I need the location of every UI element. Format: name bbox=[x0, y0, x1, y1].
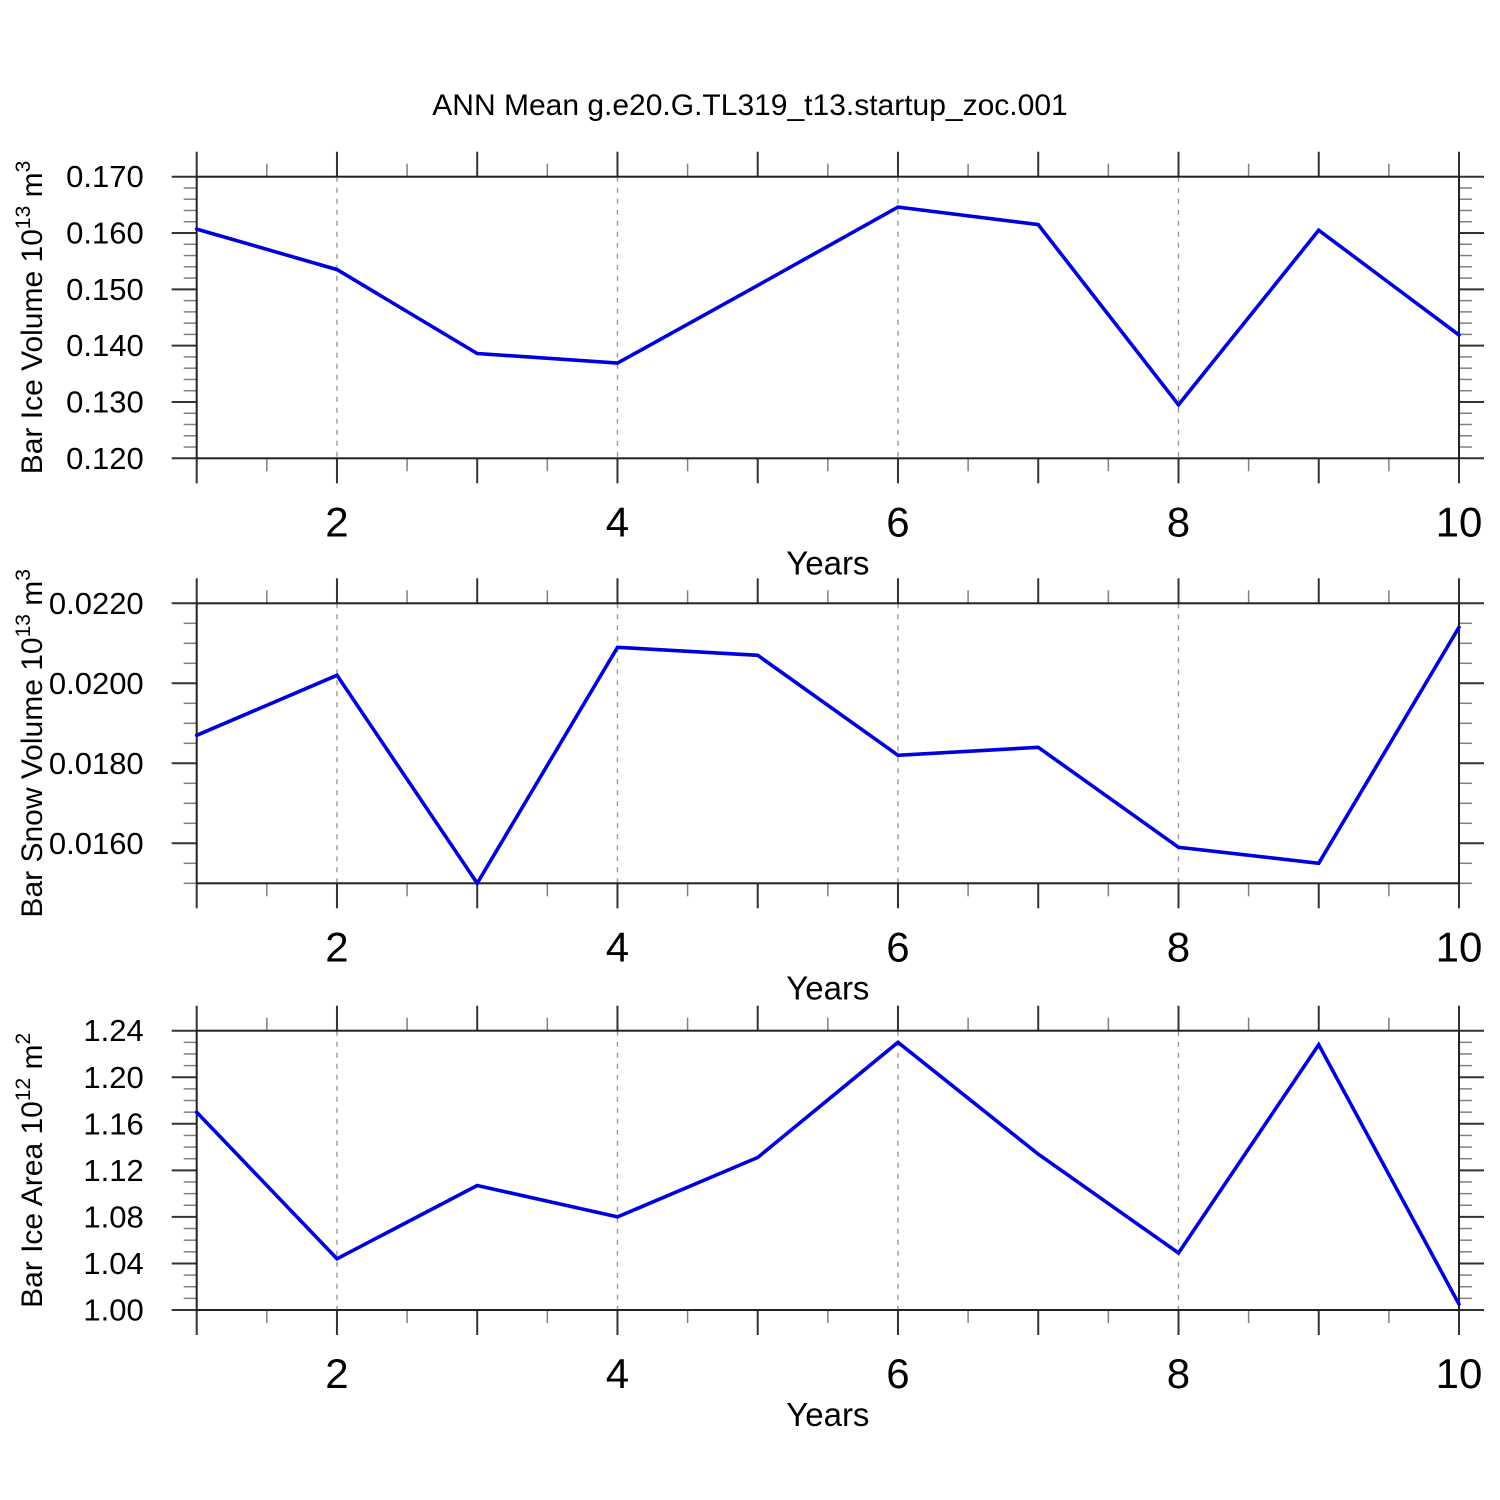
y-tick-label: 0.160 bbox=[66, 216, 144, 251]
x-tick-label: 4 bbox=[606, 923, 629, 970]
x-axis-title: Years bbox=[786, 544, 869, 581]
charts-container: 0.120 0.130 0.140 0.150 0.160 0.170 2 4 6 8 10 Year… bbox=[12, 151, 1484, 1433]
x-tick-label: 8 bbox=[1167, 923, 1190, 970]
y-tick-label: 1.24 bbox=[83, 1013, 143, 1048]
x-tick-label: 2 bbox=[325, 923, 348, 970]
y-tick-label: 1.16 bbox=[83, 1106, 143, 1141]
y-tick-label: 1.20 bbox=[83, 1060, 143, 1095]
y-tick-label: 0.170 bbox=[66, 159, 144, 194]
plot-frame bbox=[195, 1029, 1461, 1311]
y-tick-label: 0.0220 bbox=[49, 586, 144, 621]
y-tick-label: 1.08 bbox=[83, 1199, 143, 1234]
y-axis-title: Bar Ice Volume 1013 m3 bbox=[12, 161, 49, 475]
y-tick-label: 1.04 bbox=[83, 1246, 143, 1281]
y-tick-label: 1.00 bbox=[83, 1293, 143, 1328]
data-line-bar-ice-volume bbox=[194, 205, 1461, 408]
y-tick-label: 0.140 bbox=[66, 328, 144, 363]
x-tick-label: 6 bbox=[886, 1350, 909, 1397]
x-tick-label: 2 bbox=[325, 1350, 348, 1397]
x-tick-label: 10 bbox=[1436, 498, 1483, 545]
x-tick-label: 6 bbox=[886, 923, 909, 970]
y-tick-label: 0.150 bbox=[66, 272, 144, 307]
x-tick-label: 4 bbox=[606, 1350, 629, 1397]
y-tick-label: 0.130 bbox=[66, 385, 144, 420]
figure-title: ANN Mean g.e20.G.TL319_t13.startup_zoc.0… bbox=[432, 89, 1067, 122]
chart-bar-ice-volume: 0.120 0.130 0.140 0.150 0.160 0.170 2 4 6 8 10 Year… bbox=[12, 151, 1484, 581]
chart-bar-ice-area: 1.00 1.04 1.08 1.12 1.16 1.20 1.24 2 4 6 8 10 Years B… bbox=[12, 1005, 1484, 1433]
plot-frame bbox=[195, 602, 1461, 885]
plot-frame bbox=[195, 175, 1461, 460]
data-line-bar-snow-volume bbox=[194, 625, 1461, 887]
x-axis-title: Years bbox=[786, 1396, 869, 1433]
y-axis-title: Bar Snow Volume 1013 m3 bbox=[12, 569, 49, 918]
y-tick-label: 0.0160 bbox=[49, 826, 144, 861]
x-tick-label: 6 bbox=[886, 498, 909, 545]
data-line-bar-ice-area bbox=[194, 1039, 1461, 1306]
y-tick-label: 0.120 bbox=[66, 441, 144, 476]
x-tick-label: 8 bbox=[1167, 498, 1190, 545]
x-axis-title: Years bbox=[786, 969, 869, 1006]
x-tick-label: 2 bbox=[325, 498, 348, 545]
y-axis-title: Bar Ice Area 1012 m2 bbox=[12, 1033, 49, 1308]
x-tick-label: 10 bbox=[1436, 923, 1483, 970]
y-tick-label: 0.0180 bbox=[49, 746, 144, 781]
x-tick-label: 8 bbox=[1167, 1350, 1190, 1397]
y-tick-label: 1.12 bbox=[83, 1153, 143, 1188]
y-tick-label: 0.0200 bbox=[49, 666, 144, 701]
x-tick-label: 4 bbox=[606, 498, 629, 545]
x-tick-label: 10 bbox=[1436, 1350, 1483, 1397]
chart-bar-snow-volume: 0.0160 0.0180 0.0200 0.0220 2 4 6 8 10 Years Bar S… bbox=[12, 569, 1484, 1006]
